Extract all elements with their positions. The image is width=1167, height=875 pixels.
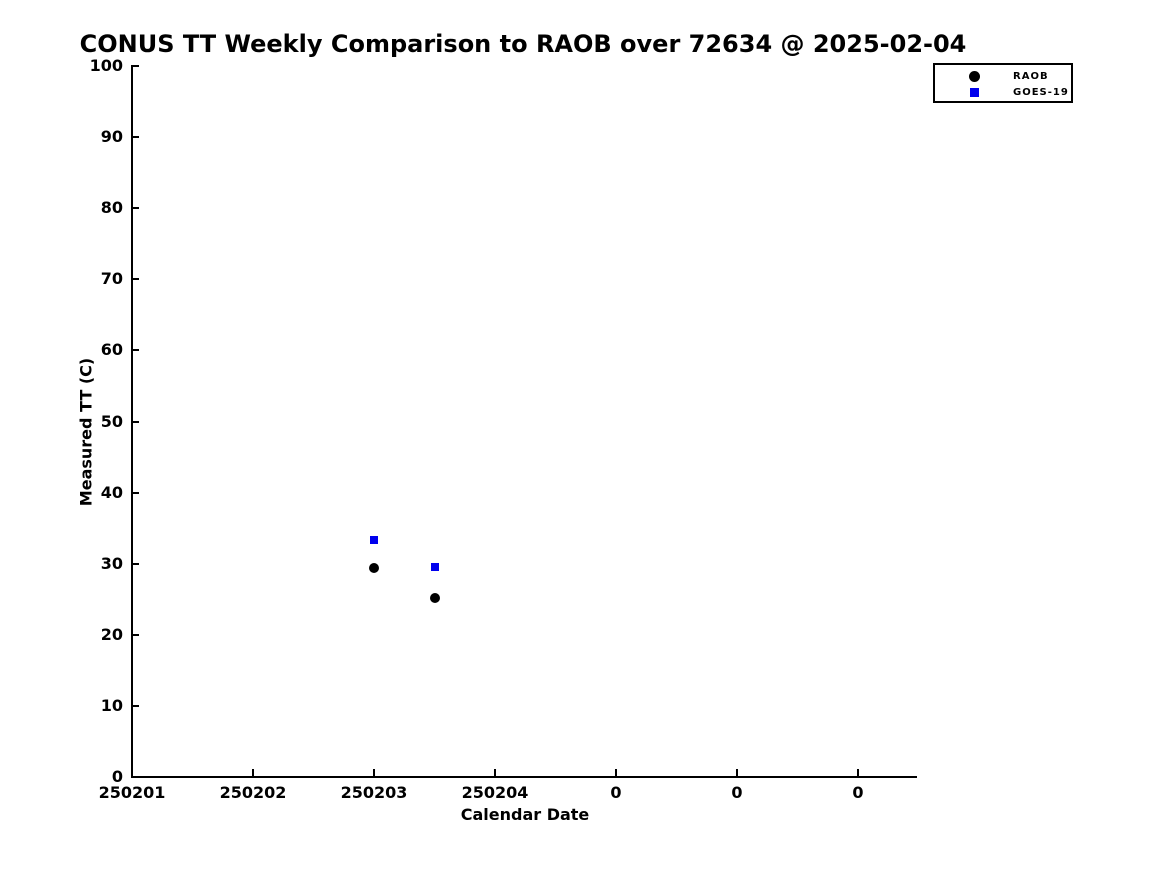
x-axis-line [131,776,917,778]
y-tick-label: 20 [100,624,123,644]
y-tick-mark [131,207,139,210]
y-tick-label: 60 [100,340,123,360]
x-tick-mark [615,769,617,777]
y-tick-label: 90 [100,127,123,147]
legend-item-goes-19: GOES-19 [935,84,1071,100]
y-tick-label: 100 [89,56,123,75]
legend-marker-cell [935,70,1013,82]
x-tick-mark [494,769,496,777]
x-tick-mark [736,769,738,777]
legend-label-raob: RAOB [1013,70,1049,82]
y-tick-mark [131,278,139,281]
x-tick-label: 0 [610,783,622,802]
x-tick-label: 250202 [219,783,287,802]
y-tick-mark [131,776,139,778]
x-tick-label: 250203 [340,783,408,802]
x-tick-mark [252,769,254,777]
y-tick-label: 70 [100,269,123,289]
x-tick-label: 0 [852,783,864,802]
goes-19-square-marker-icon [969,87,979,97]
y-tick-mark [131,562,139,565]
y-tick-mark [131,491,139,494]
y-tick-label: 50 [100,411,123,431]
x-tick-label: 250201 [98,783,166,802]
y-tick-label: 40 [100,482,123,502]
y-tick-label: 80 [100,198,123,218]
legend-label-goes-19: GOES-19 [1013,86,1069,98]
raob-circle-marker-icon [968,70,980,82]
legend-marker-cell [935,87,1013,97]
x-tick-label: 250204 [461,783,529,802]
x-tick-mark [131,769,133,777]
y-tick-label: 10 [100,695,123,715]
y-tick-mark [131,704,139,707]
y-tick-label: 30 [100,553,123,573]
data-point-goes-19 [370,536,378,545]
data-point-goes-19 [430,563,439,572]
y-tick-mark [131,420,139,423]
y-tick-mark [131,349,139,352]
y-tick-mark [131,633,139,636]
chart-title: CONUS TT Weekly Comparison to RAOB over … [79,30,967,58]
y-tick-label: 0 [111,767,123,786]
data-point-raob [369,562,379,573]
x-tick-mark [373,769,375,777]
y-tick-mark [131,136,139,139]
x-tick-mark [857,769,859,777]
x-tick-label: 0 [731,783,743,802]
y-tick-mark [131,65,139,67]
legend: RAOB GOES-19 [933,63,1073,103]
legend-item-raob: RAOB [935,68,1071,84]
data-point-raob [429,592,440,603]
x-axis-label: Calendar Date [460,805,590,824]
